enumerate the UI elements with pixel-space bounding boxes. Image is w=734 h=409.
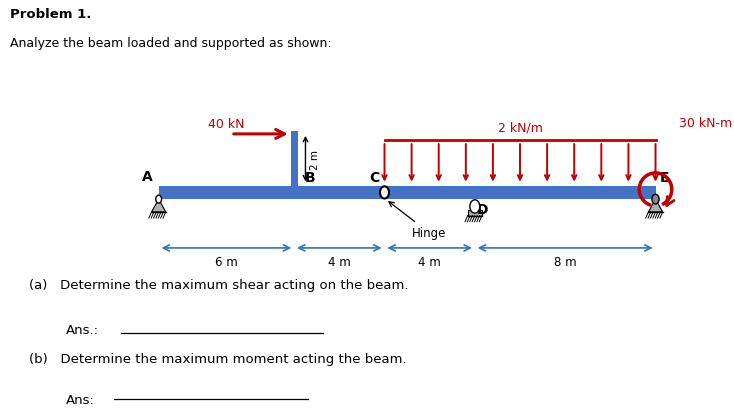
Text: 2 m: 2 m bbox=[310, 149, 319, 169]
Text: B: B bbox=[305, 171, 315, 185]
Text: 4 m: 4 m bbox=[418, 255, 441, 268]
Circle shape bbox=[470, 200, 480, 213]
Bar bbox=[159, 186, 655, 200]
Text: 30 kN-m: 30 kN-m bbox=[678, 116, 732, 129]
Circle shape bbox=[380, 187, 389, 199]
Text: E: E bbox=[660, 171, 669, 185]
Text: C: C bbox=[370, 171, 380, 185]
Text: 2 kN/m: 2 kN/m bbox=[498, 121, 542, 134]
Circle shape bbox=[652, 195, 659, 204]
Text: Ans:: Ans: bbox=[66, 393, 95, 406]
Polygon shape bbox=[648, 200, 663, 212]
Text: D: D bbox=[477, 202, 489, 216]
Bar bbox=[291, 132, 297, 200]
Text: A: A bbox=[142, 170, 153, 184]
Bar bbox=[468, 210, 482, 216]
Text: 6 m: 6 m bbox=[215, 255, 238, 268]
Text: Analyze the beam loaded and supported as shown:: Analyze the beam loaded and supported as… bbox=[10, 37, 331, 50]
Polygon shape bbox=[151, 200, 166, 212]
Text: 8 m: 8 m bbox=[554, 255, 576, 268]
Text: (a)   Determine the maximum shear acting on the beam.: (a) Determine the maximum shear acting o… bbox=[29, 278, 409, 291]
Text: 40 kN: 40 kN bbox=[208, 118, 244, 131]
Text: (b)   Determine the maximum moment acting the beam.: (b) Determine the maximum moment acting … bbox=[29, 352, 407, 365]
Text: Hinge: Hinge bbox=[389, 202, 446, 239]
Circle shape bbox=[156, 196, 161, 204]
Text: Problem 1.: Problem 1. bbox=[10, 8, 91, 21]
Text: Ans.:: Ans.: bbox=[66, 323, 99, 336]
Text: 4 m: 4 m bbox=[328, 255, 351, 268]
